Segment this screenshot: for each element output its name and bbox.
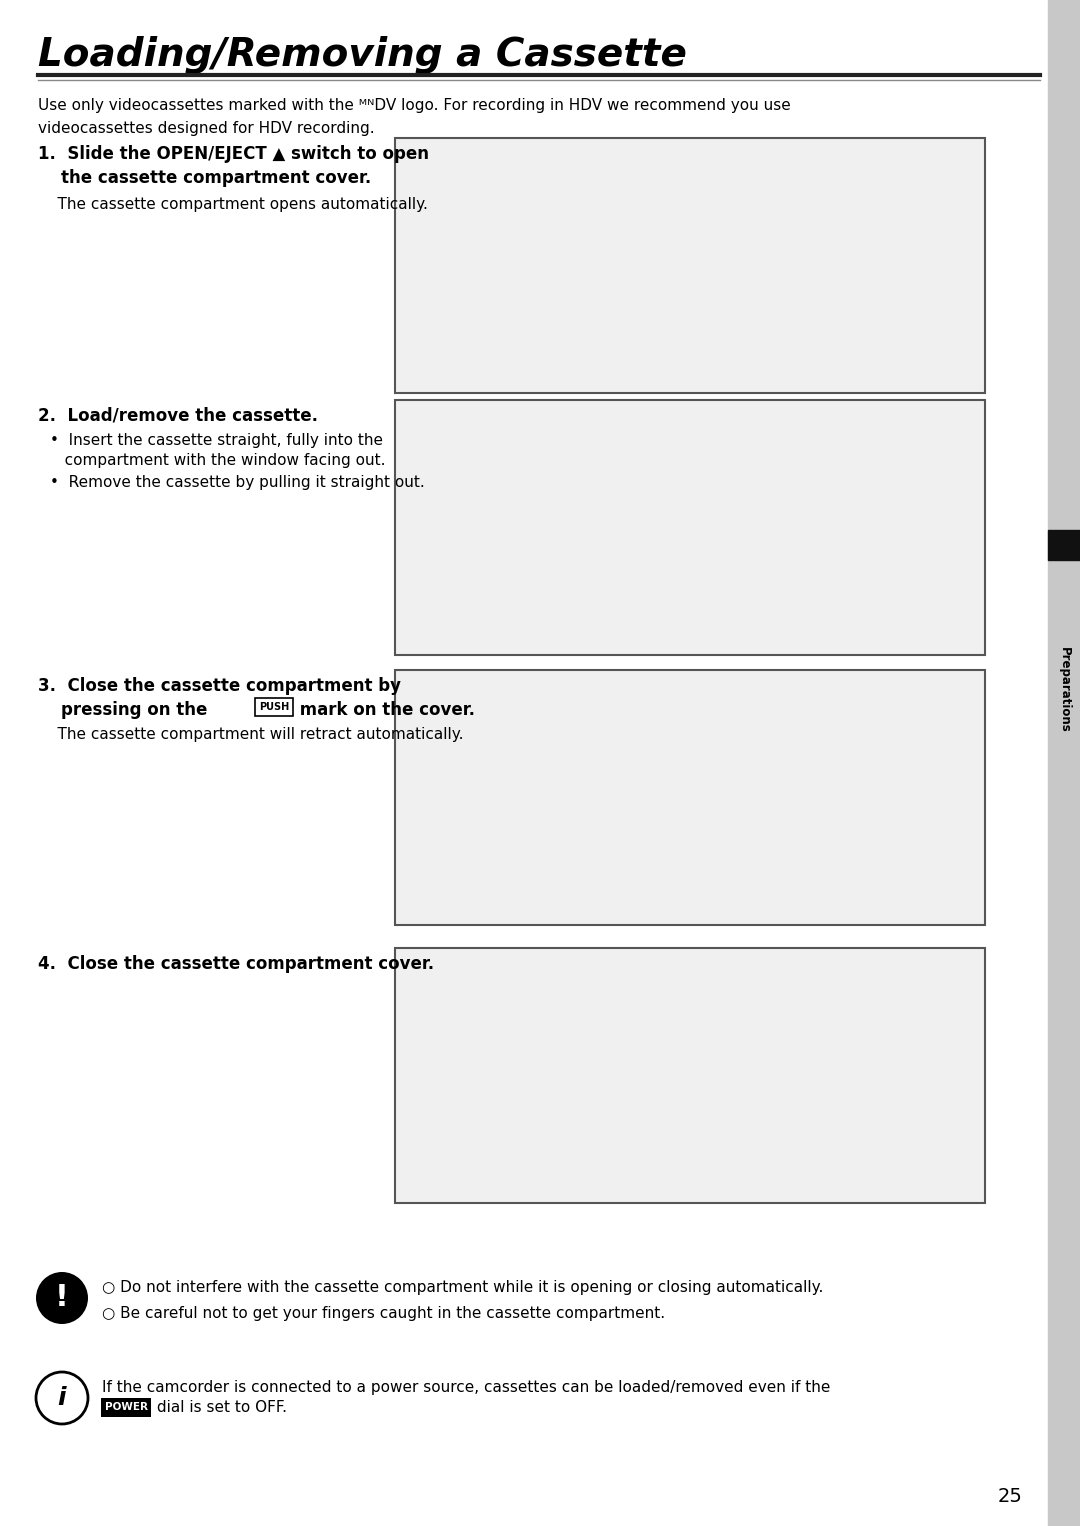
Bar [395, 137, 985, 394]
Text: If the camcorder is connected to a power source, cassettes can be loaded/removed: If the camcorder is connected to a power… [102, 1380, 831, 1395]
Bar [395, 670, 985, 925]
Text: 25: 25 [998, 1486, 1023, 1506]
Text: ○ Do not interfere with the cassette compartment while it is opening or closing : ○ Do not interfere with the cassette com… [102, 1280, 823, 1296]
Text: 2.  Load/remove the cassette.: 2. Load/remove the cassette. [38, 407, 318, 426]
Text: •  Insert the cassette straight, fully into the: • Insert the cassette straight, fully in… [50, 433, 383, 449]
Text: i: i [57, 1386, 66, 1410]
Text: videocassettes designed for HDV recording.: videocassettes designed for HDV recordin… [38, 121, 375, 136]
Text: POWER: POWER [105, 1402, 148, 1412]
Text: 4.  Close the cassette compartment cover.: 4. Close the cassette compartment cover. [38, 955, 434, 974]
Text: ○ Be careful not to get your fingers caught in the cassette compartment.: ○ Be careful not to get your fingers cau… [102, 1306, 665, 1322]
Text: dial is set to OFF.: dial is set to OFF. [152, 1399, 287, 1415]
Bar [1048, 0, 1080, 1526]
Text: The cassette compartment opens automatically.: The cassette compartment opens automatic… [38, 197, 428, 212]
Text: 3.  Close the cassette compartment by: 3. Close the cassette compartment by [38, 678, 401, 694]
Text: The cassette compartment will retract automatically.: The cassette compartment will retract au… [38, 726, 463, 742]
Text: Preparations: Preparations [1057, 647, 1070, 732]
Text: Loading/Removing a Cassette: Loading/Removing a Cassette [38, 37, 687, 73]
Text: 1.  Slide the OPEN/EJECT ▲ switch to open: 1. Slide the OPEN/EJECT ▲ switch to open [38, 145, 429, 163]
Circle shape [36, 1372, 87, 1424]
Text: pressing on the: pressing on the [38, 700, 213, 719]
Text: mark on the cover.: mark on the cover. [294, 700, 475, 719]
Text: Use only videocassettes marked with the ᴹᴺDV logo. For recording in HDV we recom: Use only videocassettes marked with the … [38, 98, 791, 113]
Text: !: ! [55, 1283, 69, 1312]
Circle shape [36, 1273, 87, 1325]
Text: the cassette compartment cover.: the cassette compartment cover. [38, 169, 372, 188]
Bar [395, 948, 985, 1202]
Text: compartment with the window facing out.: compartment with the window facing out. [50, 453, 386, 468]
Text: PUSH: PUSH [259, 702, 289, 713]
Bar [395, 400, 985, 655]
Bar [1048, 530, 1080, 560]
FancyBboxPatch shape [255, 697, 293, 716]
Text: •  Remove the cassette by pulling it straight out.: • Remove the cassette by pulling it stra… [50, 475, 424, 490]
FancyBboxPatch shape [102, 1398, 151, 1418]
